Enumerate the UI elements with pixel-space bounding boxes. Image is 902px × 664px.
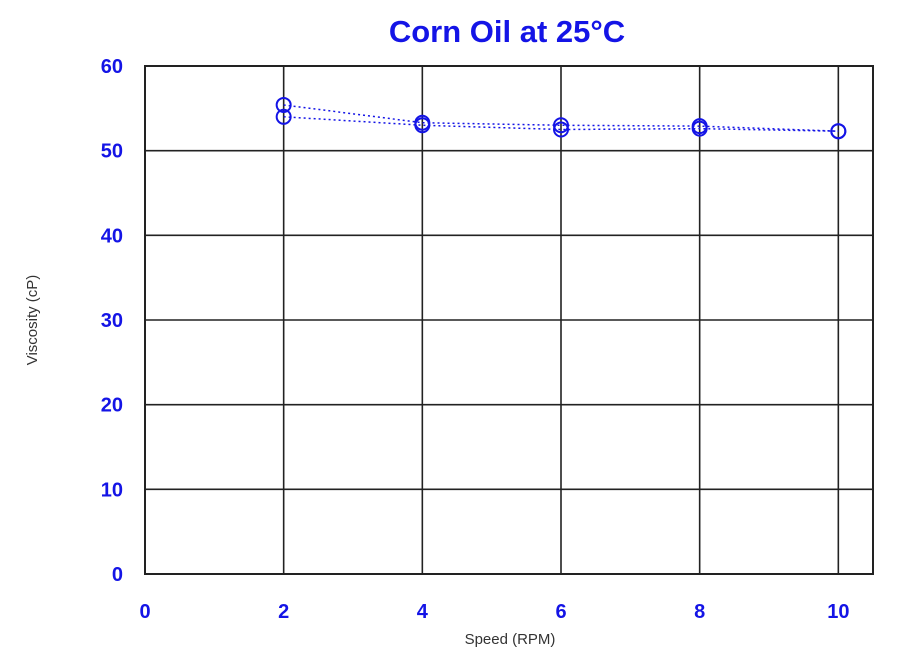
data-point xyxy=(830,123,847,140)
y-tick-label: 10 xyxy=(101,479,123,501)
y-tick-label: 40 xyxy=(101,225,123,247)
x-tick-label: 0 xyxy=(139,601,150,623)
x-axis-label: Speed (RPM) xyxy=(465,631,556,648)
x-tick-label: 10 xyxy=(827,601,849,623)
y-axis-label: Viscosity (cP) xyxy=(24,275,41,366)
data-point xyxy=(553,121,569,138)
x-tick-label: 4 xyxy=(417,601,429,623)
y-tick-label: 0 xyxy=(112,564,123,586)
data-point xyxy=(275,108,292,125)
chart-title: Corn Oil at 25°C xyxy=(389,14,625,49)
y-tick-label: 20 xyxy=(101,395,123,417)
y-tick-label: 50 xyxy=(101,141,123,163)
data-point xyxy=(414,117,431,134)
x-tick-label: 2 xyxy=(278,601,289,623)
data-point xyxy=(275,96,292,113)
y-tick-label: 30 xyxy=(101,310,123,332)
y-tick-label: 60 xyxy=(101,56,123,78)
data-point xyxy=(691,120,708,137)
x-tick-label: 8 xyxy=(694,601,705,623)
x-tick-label: 6 xyxy=(555,601,566,623)
data-point xyxy=(553,117,569,134)
